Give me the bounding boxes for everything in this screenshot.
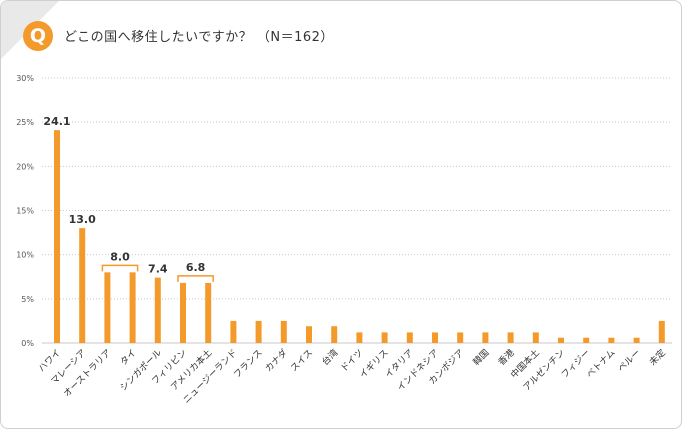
- y-tick-label: 20%: [16, 162, 34, 171]
- y-tick-label: 30%: [16, 74, 34, 83]
- group-bracket: [177, 275, 214, 282]
- x-tick-label: 未定: [647, 347, 668, 368]
- y-tick-label: 10%: [16, 251, 34, 260]
- bar: [79, 228, 86, 343]
- data-label: 6.8: [186, 261, 206, 274]
- bar: [658, 320, 665, 343]
- bar: [306, 326, 312, 343]
- x-tick-label: タイ: [118, 347, 139, 368]
- bar: [255, 320, 262, 343]
- y-tick-label: 5%: [21, 295, 34, 304]
- bar: [356, 332, 363, 343]
- bar: [608, 337, 615, 343]
- x-tick-label: 台湾: [319, 347, 340, 368]
- bar: [482, 332, 489, 343]
- bar: [406, 332, 413, 343]
- bar: [457, 332, 464, 343]
- group-bracket: [101, 264, 139, 272]
- bar: [507, 332, 514, 343]
- data-label: 13.0: [69, 213, 96, 226]
- bar: [532, 332, 539, 343]
- bar: [558, 337, 564, 343]
- y-tick-label: 0%: [21, 339, 34, 348]
- bar: [54, 130, 60, 343]
- bar: [205, 282, 212, 343]
- data-label: 7.4: [148, 263, 168, 276]
- data-label: 24.1: [43, 115, 70, 128]
- data-label: 8.0: [110, 250, 130, 263]
- bar: [104, 272, 111, 343]
- x-tick-label: 韓国: [471, 347, 492, 368]
- bar: [230, 320, 237, 343]
- bar: [331, 326, 338, 343]
- bar: [180, 282, 186, 343]
- x-tick-label: スイス: [289, 348, 315, 374]
- y-tick-label: 15%: [16, 207, 34, 216]
- x-tick-label: ペルー: [617, 348, 643, 374]
- bar: [129, 272, 136, 343]
- bar: [583, 337, 590, 343]
- bar: [154, 277, 161, 343]
- x-tick-label: アルゼンチン: [521, 347, 568, 394]
- x-tick-label: カナダ: [262, 347, 290, 375]
- chart-title: どこの国へ移住したいですか？ （N＝162）: [64, 30, 334, 45]
- bar: [633, 337, 640, 343]
- bar: [280, 320, 287, 343]
- x-tick-label: 香港: [495, 347, 516, 368]
- bar: [432, 332, 438, 343]
- question-badge-icon: Q: [23, 21, 53, 51]
- y-tick-label: 25%: [16, 118, 34, 127]
- bar: [381, 332, 388, 343]
